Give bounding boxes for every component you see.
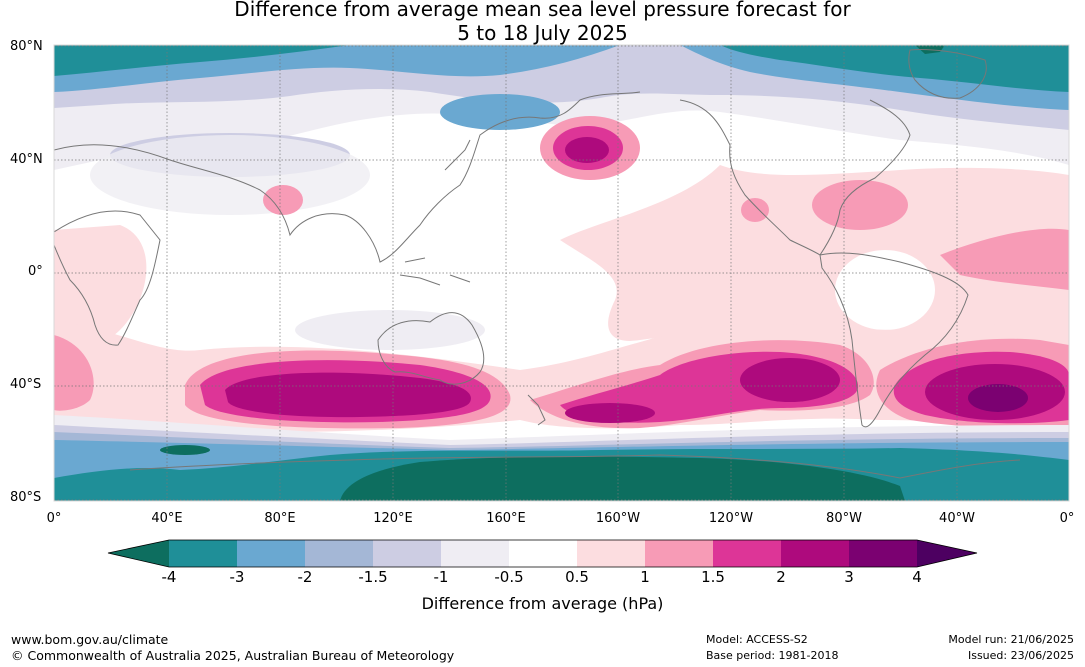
map-frame [53,44,1070,502]
colorbar-tick-label: 1 [640,568,650,586]
lat-label-40s: 40°S [10,377,42,392]
colorbar-tick-label: -0.5 [494,568,524,586]
colorbar-tick-label: 3 [844,568,854,586]
colorbar-swatch-3 [305,540,373,567]
antarctica-coast [129,454,1021,479]
southern-atlantic-max [968,384,1028,412]
colorbar-tick-label: 1.5 [701,568,725,586]
lon-label-0-west: 0° [46,511,62,526]
new-zealand-coast [527,394,546,426]
atlantic-positive [54,225,147,342]
eurasia-coast [54,91,641,263]
indian-ocean-light-lavender [295,310,485,350]
bom-website-link[interactable]: www.bom.gov.au/climate [11,632,169,647]
colorbar-extend-low [108,540,169,567]
north-band-teal-east [720,45,1069,92]
model-name: Model: ACCESS-S2 [706,633,808,646]
central-asia-light [90,135,370,215]
lon-label-40w: 40°W [939,511,975,526]
south-teal-patch [160,445,210,455]
colorbar-tick-label: -1.5 [358,568,388,586]
southern-pacific-core-west [565,403,655,423]
model-run-date: Model run: 21/06/2025 [948,633,1074,646]
india-pink [263,185,303,215]
lon-label-0-east: 0° [1059,511,1075,526]
colorbar-swatch-7 [577,540,645,567]
lat-label-80n: 80°N [10,39,43,54]
colorbar-tick-label: -3 [229,568,245,586]
map-title-line2: 5 to 18 July 2025 [457,21,628,45]
colorbar-swatch-8 [645,540,713,567]
africa-coast [54,210,161,346]
lat-label-80s: 80°S [10,490,42,505]
colorbar-swatch-2 [237,540,305,567]
colorbar-tick-label: 2 [776,568,786,586]
coastlines [54,49,1021,479]
map-title: Difference from average mean sea level p… [0,0,1085,45]
lon-label-40e: 40°E [151,511,183,526]
colorbar-title: Difference from average (hPa) [421,594,664,613]
colorbar-swatch-4 [373,540,441,567]
gulf-pink [812,180,908,230]
colorbar-swatch-9 [713,540,781,567]
colorbar-tick-label: 4 [912,568,922,586]
colorbar-extend-high [917,540,977,567]
base-period: Base period: 1981-2018 [706,649,839,662]
south-america-coast [819,252,969,428]
colorbar-tick-label: -4 [161,568,177,586]
lon-label-80e: 80°E [264,511,296,526]
north-band-teal [54,45,350,76]
map-title-line1: Difference from average mean sea level p… [234,0,851,21]
lon-label-160e: 160°E [486,511,526,526]
colorbar-outline [107,539,978,568]
north-pacific-high-core [565,137,609,163]
colorbar-tick-label: 0.5 [565,568,589,586]
lat-label-equator: 0° [28,264,43,279]
southern-pacific-core-east [740,358,840,402]
gridlines [54,45,1069,501]
antarctica-deep-teal [340,456,905,501]
colorbar [107,539,978,568]
japan-coast [444,139,471,171]
mexico-pink [741,198,769,222]
colorbar-tick-label: -2 [297,568,313,586]
lon-label-120e: 120°E [373,511,413,526]
colorbar-swatch-6 [509,540,577,567]
colorbar-swatch-11 [849,540,917,567]
colorbar-swatch-1 [169,540,237,567]
tropical-pacific-positive [560,165,1069,373]
south-atlantic-pink [940,228,1069,290]
lon-label-120w: 120°W [708,511,754,526]
lat-label-40n: 40°N [10,152,43,167]
colorbar-tick-label: -1 [433,568,449,586]
southern-band-pink [54,335,94,411]
asia-blue-patch [440,94,560,130]
lon-label-160w: 160°W [595,511,641,526]
colorbar-swatch-10 [781,540,849,567]
indonesia-coast [399,257,471,286]
greenland-coast [908,49,987,99]
southern-indian-core [225,372,471,418]
copyright-text: © Commonwealth of Australia 2025, Austra… [11,648,455,663]
colorbar-swatch-5 [441,540,509,567]
amazon-white [835,250,935,330]
issued-date: Issued: 23/06/2025 [967,649,1074,662]
map-area [54,45,1069,501]
australia-coast [377,312,485,385]
lon-label-80w: 80°W [826,511,862,526]
